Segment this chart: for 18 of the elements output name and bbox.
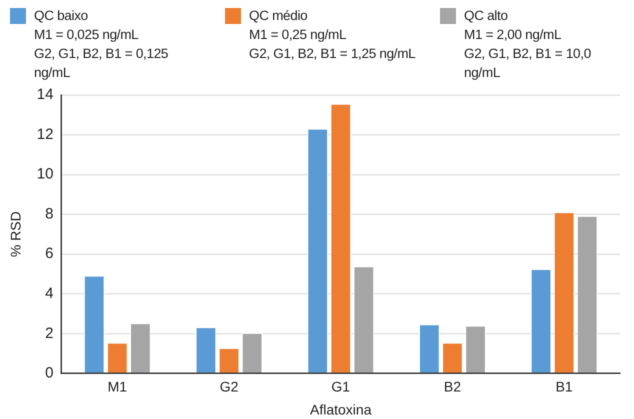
y-tick-label: 12 (36, 126, 54, 143)
y-axis-title: % RSD (7, 211, 24, 258)
x-tick-label: B2 (444, 378, 462, 395)
y-tick-label: 6 (45, 245, 54, 262)
y-tick-label: 8 (45, 205, 54, 222)
legend-label: QC alto M1 = 2,00 ng/mL G2, G1, B2, B1 = 10,0 ng/mL (464, 7, 592, 82)
y-tick-label: 2 (45, 324, 54, 342)
x-tick-label: M1 (108, 378, 128, 395)
legend-label: QC baixo M1 = 0,025 ng/mL G2, G1, B2, B1 = 0,125 ng/mL (34, 7, 170, 82)
x-tick-label: G1 (331, 378, 350, 395)
x-tick-label: B1 (556, 378, 573, 395)
y-tick-label: 0 (45, 364, 54, 382)
y-tick-label: 4 (45, 285, 54, 302)
x-tick-label: G2 (220, 378, 239, 395)
legend-label: QC médio M1 = 0,25 ng/mL G2, G1, B2, B1 = 1,25 ng/mL (249, 7, 416, 63)
x-axis-title: Aflatoxina (310, 401, 372, 418)
y-tick-label: 14 (36, 86, 54, 104)
y-tick-label: 10 (36, 166, 54, 183)
